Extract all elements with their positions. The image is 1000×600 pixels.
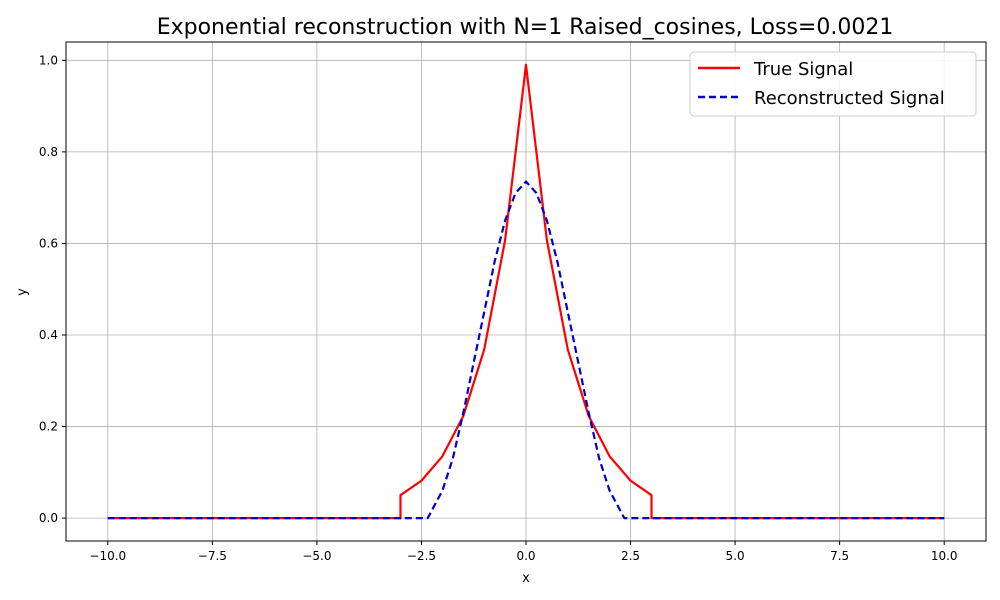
x-tick-label: −7.5 (198, 549, 227, 563)
x-tick-label: 7.5 (830, 549, 849, 563)
series-line-reconstructed-signal (107, 180, 945, 520)
y-tick-label: 0.2 (39, 420, 58, 434)
x-axis-ticks: −10.0 −7.5 −5.0 −2.5 0.0 2.5 5.0 7.5 10.0 (89, 541, 958, 563)
x-tick-label: −10.0 (89, 549, 126, 563)
legend-box (689, 51, 977, 117)
legend-true-signal-label: True Signal (753, 59, 853, 80)
y-tick-label: 0.6 (39, 236, 58, 250)
y-tick-label: 0.4 (39, 328, 58, 342)
series-group (107, 63, 945, 520)
x-tick-label: 10.0 (931, 549, 958, 563)
legend: True Signal Reconstructed Signal (689, 51, 977, 117)
y-axis-ticks: 0.0 0.2 0.4 0.6 0.8 1.0 (39, 53, 66, 525)
legend-reconstructed-signal-label: Reconstructed Signal (754, 88, 945, 109)
y-tick-label: 0.8 (39, 145, 58, 159)
series-line-true-signal (107, 63, 945, 520)
x-tick-label: −2.5 (407, 549, 436, 563)
y-tick-label: 1.0 (39, 53, 58, 67)
x-axis-label: x (522, 571, 530, 586)
y-tick-label: 0.0 (39, 511, 58, 525)
y-axis-label: y (15, 288, 30, 296)
x-tick-label: 2.5 (621, 549, 640, 563)
grid (66, 42, 986, 541)
x-tick-label: 0.0 (516, 549, 535, 563)
chart-title: Exponential reconstruction with N=1 Rais… (157, 15, 894, 40)
x-tick-label: −5.0 (302, 549, 331, 563)
x-tick-label: 5.0 (726, 549, 745, 563)
